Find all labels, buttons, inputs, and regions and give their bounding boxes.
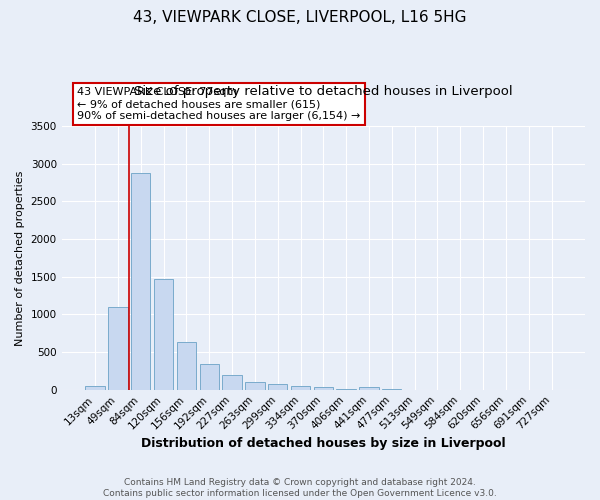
Bar bbox=[359, 388, 379, 390]
Text: Contains HM Land Registry data © Crown copyright and database right 2024.
Contai: Contains HM Land Registry data © Crown c… bbox=[103, 478, 497, 498]
Bar bbox=[245, 382, 265, 390]
Title: Size of property relative to detached houses in Liverpool: Size of property relative to detached ho… bbox=[134, 86, 512, 98]
Bar bbox=[223, 376, 242, 390]
Bar bbox=[177, 342, 196, 390]
Bar bbox=[154, 279, 173, 390]
Bar bbox=[108, 307, 128, 390]
Text: 43, VIEWPARK CLOSE, LIVERPOOL, L16 5HG: 43, VIEWPARK CLOSE, LIVERPOOL, L16 5HG bbox=[133, 10, 467, 25]
Bar bbox=[314, 387, 333, 390]
Bar bbox=[85, 386, 105, 390]
Y-axis label: Number of detached properties: Number of detached properties bbox=[15, 170, 25, 346]
Bar bbox=[131, 174, 151, 390]
Bar bbox=[200, 364, 219, 390]
Text: 43 VIEWPARK CLOSE: 77sqm
← 9% of detached houses are smaller (615)
90% of semi-d: 43 VIEWPARK CLOSE: 77sqm ← 9% of detache… bbox=[77, 88, 361, 120]
X-axis label: Distribution of detached houses by size in Liverpool: Distribution of detached houses by size … bbox=[141, 437, 506, 450]
Bar bbox=[268, 384, 287, 390]
Bar bbox=[291, 386, 310, 390]
